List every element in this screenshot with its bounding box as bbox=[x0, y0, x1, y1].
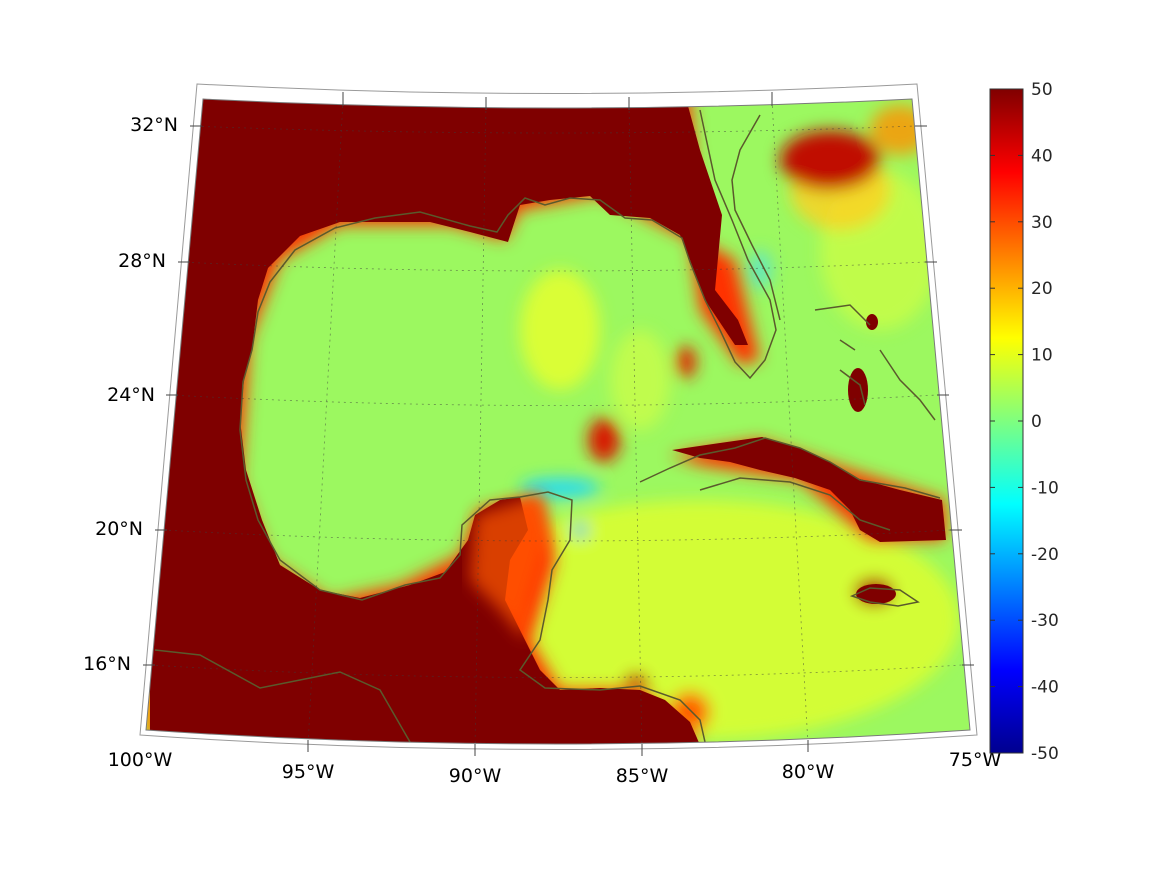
map-frame-outer bbox=[139, 83, 978, 750]
graticule bbox=[149, 99, 963, 744]
bahamas-island-2 bbox=[866, 314, 878, 330]
cuba-coastline bbox=[639, 437, 941, 531]
southeast-bottom-land bbox=[560, 688, 700, 744]
cuba-landmass bbox=[672, 437, 946, 542]
lat-labels: 32°N 28°N 24°N 20°N 16°N bbox=[83, 114, 178, 675]
lon-label-80w: 80°W bbox=[782, 761, 835, 783]
map-frame bbox=[145, 98, 971, 745]
data-field bbox=[146, 99, 970, 744]
colorbar-gradient bbox=[989, 88, 1024, 754]
bahamas-island bbox=[848, 368, 868, 412]
lon-label-85w: 85°W bbox=[616, 765, 669, 787]
colorbar-tick-label: -50 bbox=[1031, 744, 1059, 764]
colorbar-tick-label: -40 bbox=[1031, 678, 1059, 698]
lon-label-90w: 90°W bbox=[449, 765, 502, 787]
lat-label-28: 28°N bbox=[118, 250, 166, 272]
frame-ticks bbox=[143, 92, 974, 756]
colorbar-tick-label: -10 bbox=[1031, 478, 1059, 498]
yucatan-orange-zone bbox=[470, 495, 548, 640]
colorbar-tick-label: 30 bbox=[1031, 213, 1053, 233]
colorbar-tick-label: -20 bbox=[1031, 545, 1059, 565]
colorbar-tick-label: 10 bbox=[1031, 346, 1053, 366]
colorbar: 50 40 30 20 10 0 -10 -20 -30 -40 -50 bbox=[989, 80, 1059, 764]
colorbar-tick-label: 20 bbox=[1031, 279, 1053, 299]
lat-label-32: 32°N bbox=[130, 114, 178, 136]
colorbar-tick-label: -30 bbox=[1031, 611, 1059, 631]
bahamas-coastline bbox=[814, 304, 936, 421]
north-america-landmass bbox=[150, 99, 748, 744]
colorbar-tick-label: 0 bbox=[1031, 412, 1042, 432]
lat-label-24: 24°N bbox=[107, 384, 155, 406]
lat-label-20: 20°N bbox=[95, 518, 143, 540]
lat-label-16: 16°N bbox=[83, 653, 131, 675]
lon-label-95w: 95°W bbox=[282, 761, 335, 783]
lon-label-100w: 100°W bbox=[108, 749, 173, 771]
colorbar-tick-label: 40 bbox=[1031, 146, 1053, 166]
florida-coastline-east bbox=[731, 114, 781, 321]
jamaica-coastline bbox=[849, 587, 920, 607]
jamaica-landmass bbox=[856, 584, 896, 604]
coastline-paths bbox=[154, 109, 941, 743]
lon-label-75w: 75°W bbox=[949, 749, 1002, 771]
colorbar-tick-label: 50 bbox=[1031, 80, 1053, 100]
pacific-coastline bbox=[154, 649, 411, 743]
lon-labels: 100°W 95°W 90°W 85°W 80°W 75°W bbox=[108, 749, 1002, 787]
gulf-coastline bbox=[239, 109, 777, 743]
colorbar-ticks: 50 40 30 20 10 0 -10 -20 -30 -40 -50 bbox=[990, 80, 1059, 764]
